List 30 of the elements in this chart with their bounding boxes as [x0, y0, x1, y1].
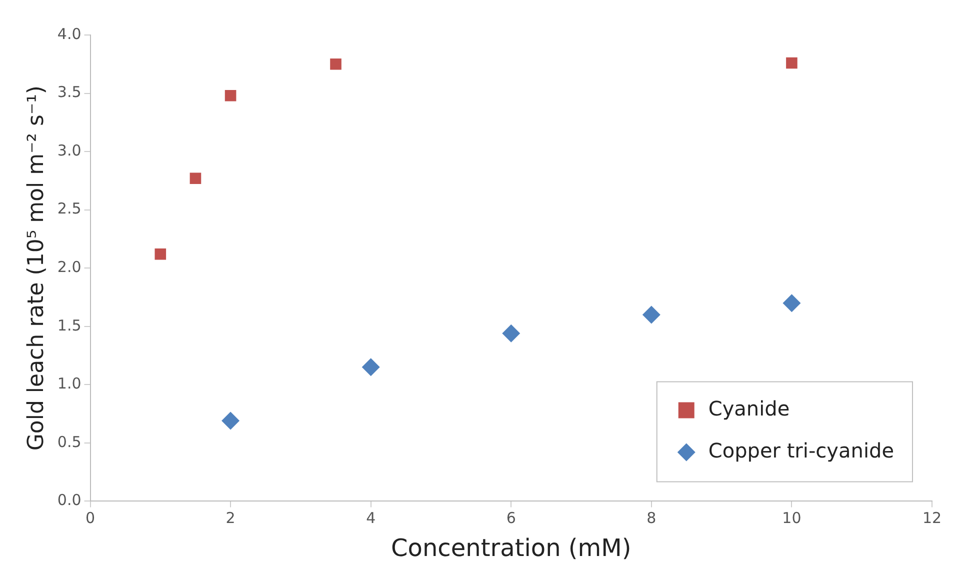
- legend-label: Cyanide: [708, 396, 790, 420]
- x-tick-label: 10: [782, 509, 802, 528]
- x-tick-label: 6: [506, 509, 516, 528]
- x-tick-label: 2: [226, 509, 236, 528]
- y-tick-label: 4.0: [57, 24, 82, 43]
- y-tick-label: 3.5: [57, 83, 82, 102]
- y-tick-label: 0.5: [57, 432, 82, 451]
- y-tick-label: 3.0: [57, 141, 82, 160]
- y-tick-label: 2.0: [57, 258, 82, 276]
- point: [362, 358, 380, 376]
- point: [154, 248, 166, 260]
- y-tick-label: 2.5: [57, 200, 82, 218]
- point: [224, 90, 236, 102]
- point: [786, 57, 798, 69]
- point: [190, 172, 202, 184]
- x-tick-label: 12: [922, 509, 942, 528]
- point: [642, 306, 660, 324]
- x-tick-label: 4: [366, 509, 376, 528]
- point: [222, 412, 240, 430]
- legend-label: Copper tri-cyanide: [708, 438, 894, 462]
- point: [330, 58, 342, 70]
- y-axis-title: Gold leach rate (10⁵ mol m⁻² s⁻¹): [24, 86, 49, 451]
- point: [502, 324, 520, 342]
- x-tick-label: 8: [646, 509, 656, 528]
- x-tick-label: 0: [85, 509, 96, 528]
- y-tick-label: 1.5: [57, 316, 82, 334]
- point: [782, 294, 801, 312]
- y-tick-label: 1.0: [57, 374, 82, 393]
- y-tick-label: 0.0: [57, 491, 82, 510]
- x-axis-title: Concentration (mM): [391, 534, 632, 562]
